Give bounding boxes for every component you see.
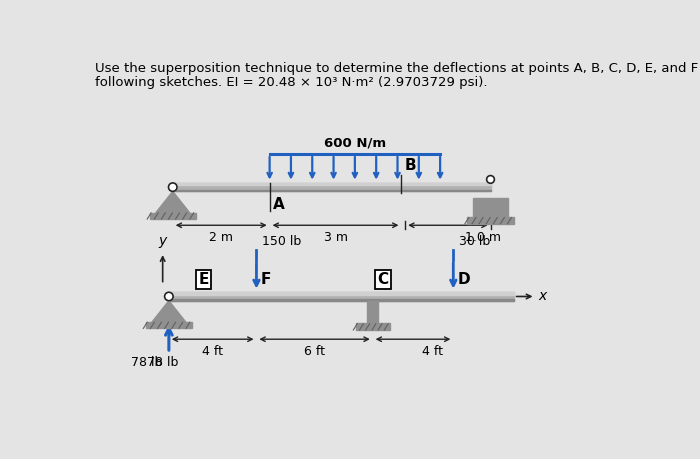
Text: B: B [405,158,416,173]
Text: F: F [261,272,272,287]
Circle shape [486,176,494,183]
Bar [173,190,491,191]
Bar [169,292,514,301]
Bar [169,299,514,301]
Bar [173,183,491,185]
Bar [473,198,508,218]
Text: 78 lb: 78 lb [147,356,178,369]
Circle shape [164,292,173,301]
Text: x: x [538,290,547,303]
Text: Use the superposition technique to determine the deflections at points A, B, C, : Use the superposition technique to deter… [95,62,700,75]
Text: 600 N/m: 600 N/m [324,137,386,150]
Bar [150,213,196,219]
Text: 78 lb: 78 lb [132,356,162,369]
Text: 4 ft: 4 ft [422,345,443,358]
Bar [368,301,378,324]
Bar [146,322,192,329]
Text: 150 lb: 150 lb [262,235,301,248]
Bar [169,292,514,295]
Text: 3 m: 3 m [323,230,347,244]
Circle shape [169,183,177,191]
Bar [173,183,491,191]
Text: 1.0 m: 1.0 m [465,230,501,244]
Text: C: C [377,272,388,287]
Bar [356,323,390,330]
Text: A: A [273,197,284,212]
Text: 4 ft: 4 ft [202,345,223,358]
Text: E: E [199,272,209,287]
Text: y: y [158,234,167,247]
Bar [468,217,514,224]
Text: D: D [458,272,470,287]
Text: 30 lb: 30 lb [458,235,490,248]
Polygon shape [155,191,190,213]
Text: 2 m: 2 m [209,230,233,244]
Text: 6 ft: 6 ft [304,345,325,358]
Text: following sketches. EI = 20.48 × 10³ N·m² (2.9703729 psi).: following sketches. EI = 20.48 × 10³ N·m… [95,76,488,89]
Polygon shape [152,301,186,322]
